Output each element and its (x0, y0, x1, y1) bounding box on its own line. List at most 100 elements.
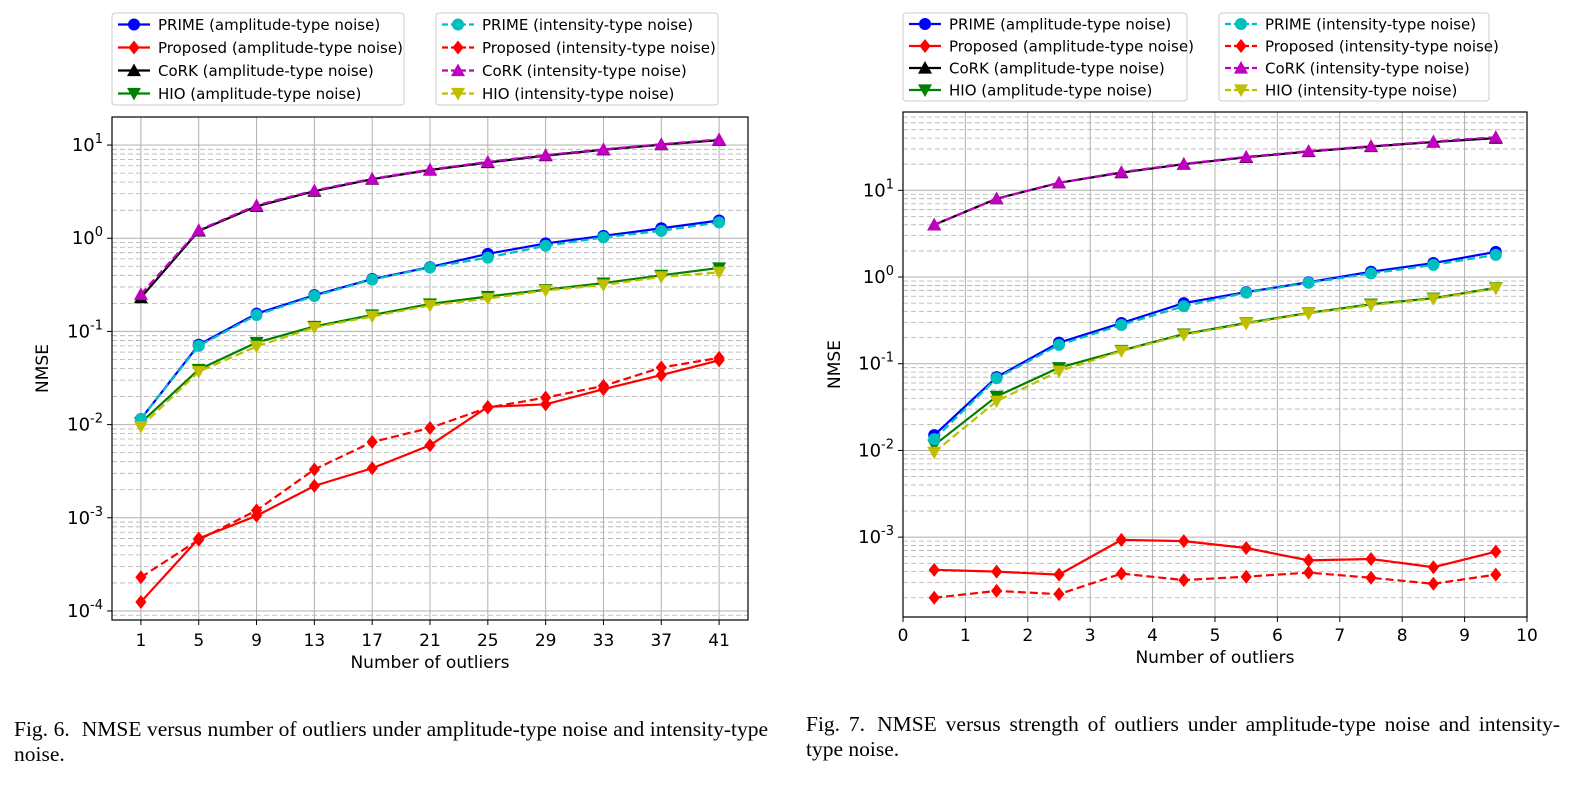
data-point (990, 372, 1003, 385)
data-point (655, 224, 668, 237)
data-point (1364, 299, 1378, 313)
data-point (928, 562, 940, 577)
data-point (1176, 329, 1191, 342)
data-point (133, 421, 148, 434)
data-point (1426, 293, 1441, 306)
data-point (423, 162, 437, 176)
series-prime-intensity-type-noise (134, 216, 726, 425)
x-tick-label: 2 (1022, 626, 1033, 646)
data-point (991, 564, 1003, 579)
y-tick-label: 101 (863, 177, 894, 201)
data-point (1488, 282, 1503, 296)
data-point (135, 594, 147, 609)
series-line (933, 286, 1496, 447)
series-hio-intensity-type-noise (927, 282, 1503, 460)
data-point (1426, 134, 1441, 148)
data-point (308, 289, 321, 302)
data-point (480, 154, 495, 168)
data-point (308, 478, 320, 493)
data-point (1053, 567, 1065, 582)
legend-marker (918, 61, 932, 74)
x-tick-label: 37 (650, 631, 672, 651)
data-point (424, 420, 436, 435)
data-point (1115, 318, 1128, 331)
legend-entry: HIO (amplitude-type noise) (158, 85, 361, 103)
series-line (933, 250, 1496, 436)
data-point (366, 461, 378, 476)
legend-marker (452, 18, 464, 31)
y-tick-label: 10-3 (67, 505, 103, 529)
y-tick-label: 101 (72, 132, 103, 156)
data-point (712, 266, 727, 280)
x-tick-label: 41 (708, 631, 730, 651)
legend-box (902, 12, 1188, 102)
data-point (655, 360, 667, 375)
data-point (1176, 156, 1191, 170)
x-axis-label: Number of outliers (1135, 648, 1294, 668)
data-point (1365, 570, 1377, 585)
series-proposed-amplitude-type-noise (928, 532, 1502, 582)
x-tick-label: 3 (1085, 626, 1096, 646)
x-tick-label: 1 (960, 626, 971, 646)
series-prime-intensity-type-noise (928, 248, 1502, 446)
data-point (250, 309, 263, 322)
figure-6-text: NMSE versus number of outliers under amp… (14, 717, 768, 766)
legend-marker (451, 87, 465, 101)
data-point (1302, 276, 1315, 289)
y-tick-label: 10-2 (67, 412, 103, 436)
x-tick-label: 13 (304, 631, 326, 651)
data-point (307, 183, 322, 197)
legend-marker (128, 40, 140, 55)
legend-entry: PRIME (amplitude-type noise) (949, 16, 1171, 34)
x-tick-label: 1 (135, 631, 146, 651)
series-line (140, 271, 720, 428)
legend-marker (1235, 39, 1247, 53)
y-tick-label: 100 (72, 225, 103, 249)
data-point (365, 171, 380, 185)
series-line (933, 287, 1496, 454)
data-point (538, 148, 553, 161)
data-point (193, 532, 205, 547)
data-point (1240, 286, 1253, 299)
series-line (934, 538, 1497, 576)
figure-6-caption: Fig. 6. NMSE versus number of outliers un… (14, 717, 768, 767)
y-tick-label: 10-1 (67, 318, 103, 342)
y-tick-label: 10-3 (858, 524, 894, 548)
data-point (712, 132, 727, 145)
data-point (365, 310, 380, 324)
data-point (1427, 258, 1440, 271)
data-point (249, 340, 264, 354)
x-axis-label: Number of outliers (350, 653, 509, 673)
legend-entry: PRIME (intensity-type noise) (482, 16, 693, 34)
chart-2-legend: PRIME (amplitude-type noise) Proposed (am… (902, 12, 1499, 102)
legend-box (1218, 12, 1490, 102)
chart-1-legend: PRIME (amplitude-type noise) Proposed (am… (111, 12, 719, 106)
data-point (191, 223, 206, 236)
legend-entry: HIO (amplitude-type noise) (949, 82, 1152, 100)
data-point (1240, 540, 1252, 555)
chart-1: 10-4 10-3 10-2 10-1 100 101 1 5 9 13 17 21 25 29 33 37 4… (33, 12, 749, 673)
x-tick-label: 7 (1334, 626, 1345, 646)
series-proposed-intensity-type-noise (135, 350, 725, 585)
data-point (1301, 307, 1316, 321)
legend-marker (127, 63, 141, 77)
data-point (1303, 553, 1315, 568)
x-tick-label: 9 (251, 631, 262, 651)
x-tick-label: 9 (1459, 626, 1470, 646)
data-point (308, 462, 320, 477)
chart-2-grid (902, 111, 1528, 617)
data-point (539, 239, 552, 252)
legend-entry: PRIME (intensity-type noise) (1265, 16, 1476, 34)
data-point (1427, 560, 1439, 575)
x-tick-label: 17 (361, 631, 383, 651)
legend-box (435, 12, 719, 106)
data-point (991, 583, 1003, 598)
data-point (1052, 365, 1066, 379)
x-tick-label: 4 (1147, 626, 1158, 646)
x-tick-label: 33 (593, 631, 615, 651)
legend-entry: PRIME (amplitude-type noise) (158, 16, 380, 34)
y-tick-label: 10-1 (858, 351, 894, 375)
series-line (934, 571, 1496, 599)
